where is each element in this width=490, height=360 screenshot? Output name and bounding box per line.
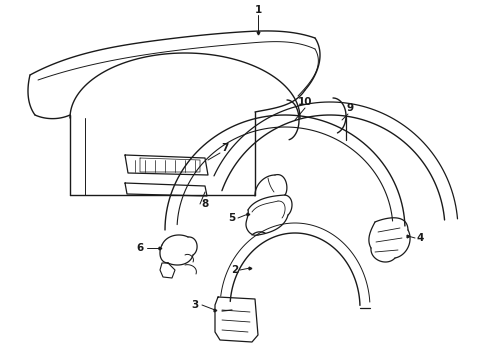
Text: 3: 3 [192, 300, 198, 310]
Text: 4: 4 [416, 233, 424, 243]
Text: 2: 2 [231, 265, 239, 275]
Text: 9: 9 [346, 103, 354, 113]
Text: 6: 6 [136, 243, 144, 253]
Text: 1: 1 [254, 5, 262, 15]
Text: 10: 10 [298, 97, 312, 107]
Text: 7: 7 [221, 143, 229, 153]
Text: 5: 5 [228, 213, 236, 223]
Text: 8: 8 [201, 199, 209, 209]
